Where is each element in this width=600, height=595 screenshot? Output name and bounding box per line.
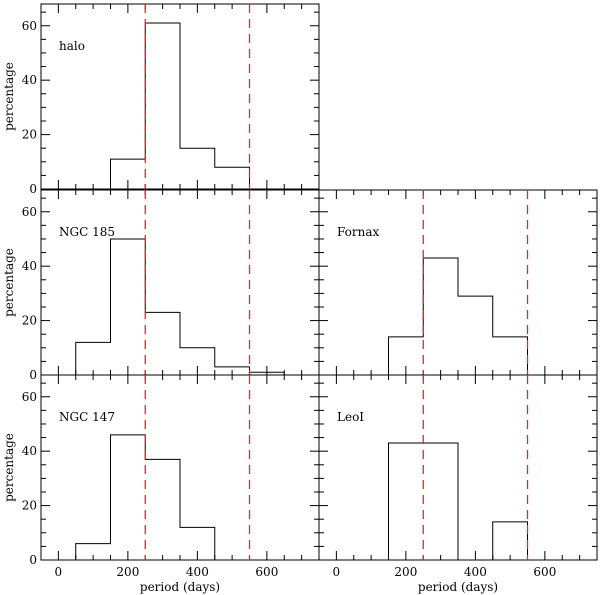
x-tick-label: 0: [333, 565, 341, 579]
x-tick-label: 200: [116, 565, 139, 579]
histogram-bar: [111, 239, 146, 375]
y-tick-label: 20: [22, 499, 37, 513]
y-axis-label: percentage: [2, 433, 16, 502]
y-tick-label: 40: [22, 444, 37, 458]
histogram-bar: [423, 443, 458, 560]
x-tick-label: 600: [255, 565, 278, 579]
histogram-bar: [111, 435, 146, 560]
panel-ngc185: 0 20 40 60 percentage NGC 185: [2, 189, 320, 382]
y-axis-label: percentage: [2, 248, 16, 317]
histogram-bar: [458, 296, 493, 375]
panel-label: halo: [59, 39, 85, 53]
x-axis-label: period (days): [140, 580, 220, 594]
panel-label: NGC 147: [59, 410, 115, 424]
y-tick-label: 60: [22, 390, 37, 404]
panel-label: LeoI: [337, 410, 364, 424]
panel-label: Fornax: [337, 225, 380, 239]
panel-fornax: Fornax: [318, 189, 598, 376]
histogram-outline: [75, 434, 216, 560]
histogram-outline: [388, 257, 528, 375]
y-tick-label: 40: [22, 73, 37, 87]
x-tick-label: 400: [464, 565, 487, 579]
x-axis-label: period (days): [418, 580, 498, 594]
y-tick-label: 0: [29, 553, 37, 567]
panel-ngc147: 0 20 40 60 percentage 0 200 400 600 period (days)…: [2, 374, 320, 594]
y-tick-label: 0: [29, 182, 37, 196]
y-tick-label: 20: [22, 128, 37, 142]
y-tick-label: 60: [22, 19, 37, 33]
x-tick-label: 0: [55, 565, 63, 579]
y-axis-label: percentage: [2, 62, 16, 131]
x-tick-label: 600: [533, 565, 556, 579]
histogram-bar: [145, 23, 180, 189]
x-tick-label: 200: [394, 565, 417, 579]
y-tick-label: 0: [29, 368, 37, 382]
histogram-outline: [388, 442, 528, 560]
y-tick-label: 20: [22, 314, 37, 328]
y-tick-label: 40: [22, 259, 37, 273]
panel-leoi: 0 200 400 600 period (days) LeoI: [318, 374, 598, 594]
histogram-bar: [389, 443, 424, 560]
histogram-bar: [493, 337, 528, 375]
panel-label: NGC 185: [59, 225, 115, 239]
histogram-bar: [145, 459, 180, 560]
y-tick-label: 60: [22, 205, 37, 219]
histogram-bar: [145, 312, 180, 375]
panel-halo: 0 20 40 60 percentage halo: [2, 3, 320, 196]
histogram-bar: [423, 258, 458, 375]
x-tick-label: 400: [186, 565, 209, 579]
histogram-outline: [110, 22, 250, 189]
histogram-bar: [493, 522, 528, 560]
histogram-outline: [75, 238, 285, 375]
